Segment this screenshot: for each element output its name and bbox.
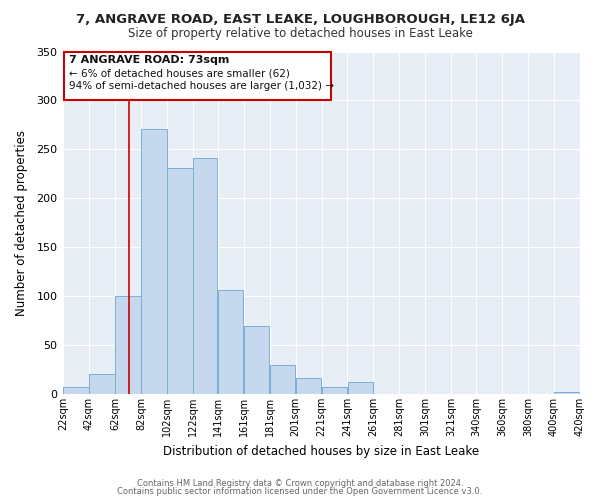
Text: 7 ANGRAVE ROAD: 73sqm: 7 ANGRAVE ROAD: 73sqm bbox=[69, 56, 229, 66]
Bar bbox=[63, 387, 89, 394]
Y-axis label: Number of detached properties: Number of detached properties bbox=[15, 130, 28, 316]
Bar bbox=[269, 364, 295, 394]
Text: 94% of semi-detached houses are larger (1,032) →: 94% of semi-detached houses are larger (… bbox=[69, 81, 334, 91]
Bar bbox=[347, 382, 373, 394]
Bar bbox=[554, 392, 580, 394]
Bar bbox=[244, 326, 269, 394]
Bar bbox=[115, 296, 141, 394]
Bar bbox=[89, 374, 115, 394]
Bar bbox=[322, 387, 347, 394]
Bar bbox=[193, 158, 217, 394]
FancyBboxPatch shape bbox=[64, 52, 331, 100]
Text: ← 6% of detached houses are smaller (62): ← 6% of detached houses are smaller (62) bbox=[69, 68, 290, 78]
X-axis label: Distribution of detached houses by size in East Leake: Distribution of detached houses by size … bbox=[163, 444, 479, 458]
Bar bbox=[167, 168, 193, 394]
Bar bbox=[141, 129, 167, 394]
Text: Contains public sector information licensed under the Open Government Licence v3: Contains public sector information licen… bbox=[118, 487, 482, 496]
Bar bbox=[218, 290, 244, 394]
Bar bbox=[296, 378, 322, 394]
Text: 7, ANGRAVE ROAD, EAST LEAKE, LOUGHBOROUGH, LE12 6JA: 7, ANGRAVE ROAD, EAST LEAKE, LOUGHBOROUG… bbox=[76, 12, 524, 26]
Text: Size of property relative to detached houses in East Leake: Size of property relative to detached ho… bbox=[128, 28, 472, 40]
Text: Contains HM Land Registry data © Crown copyright and database right 2024.: Contains HM Land Registry data © Crown c… bbox=[137, 478, 463, 488]
